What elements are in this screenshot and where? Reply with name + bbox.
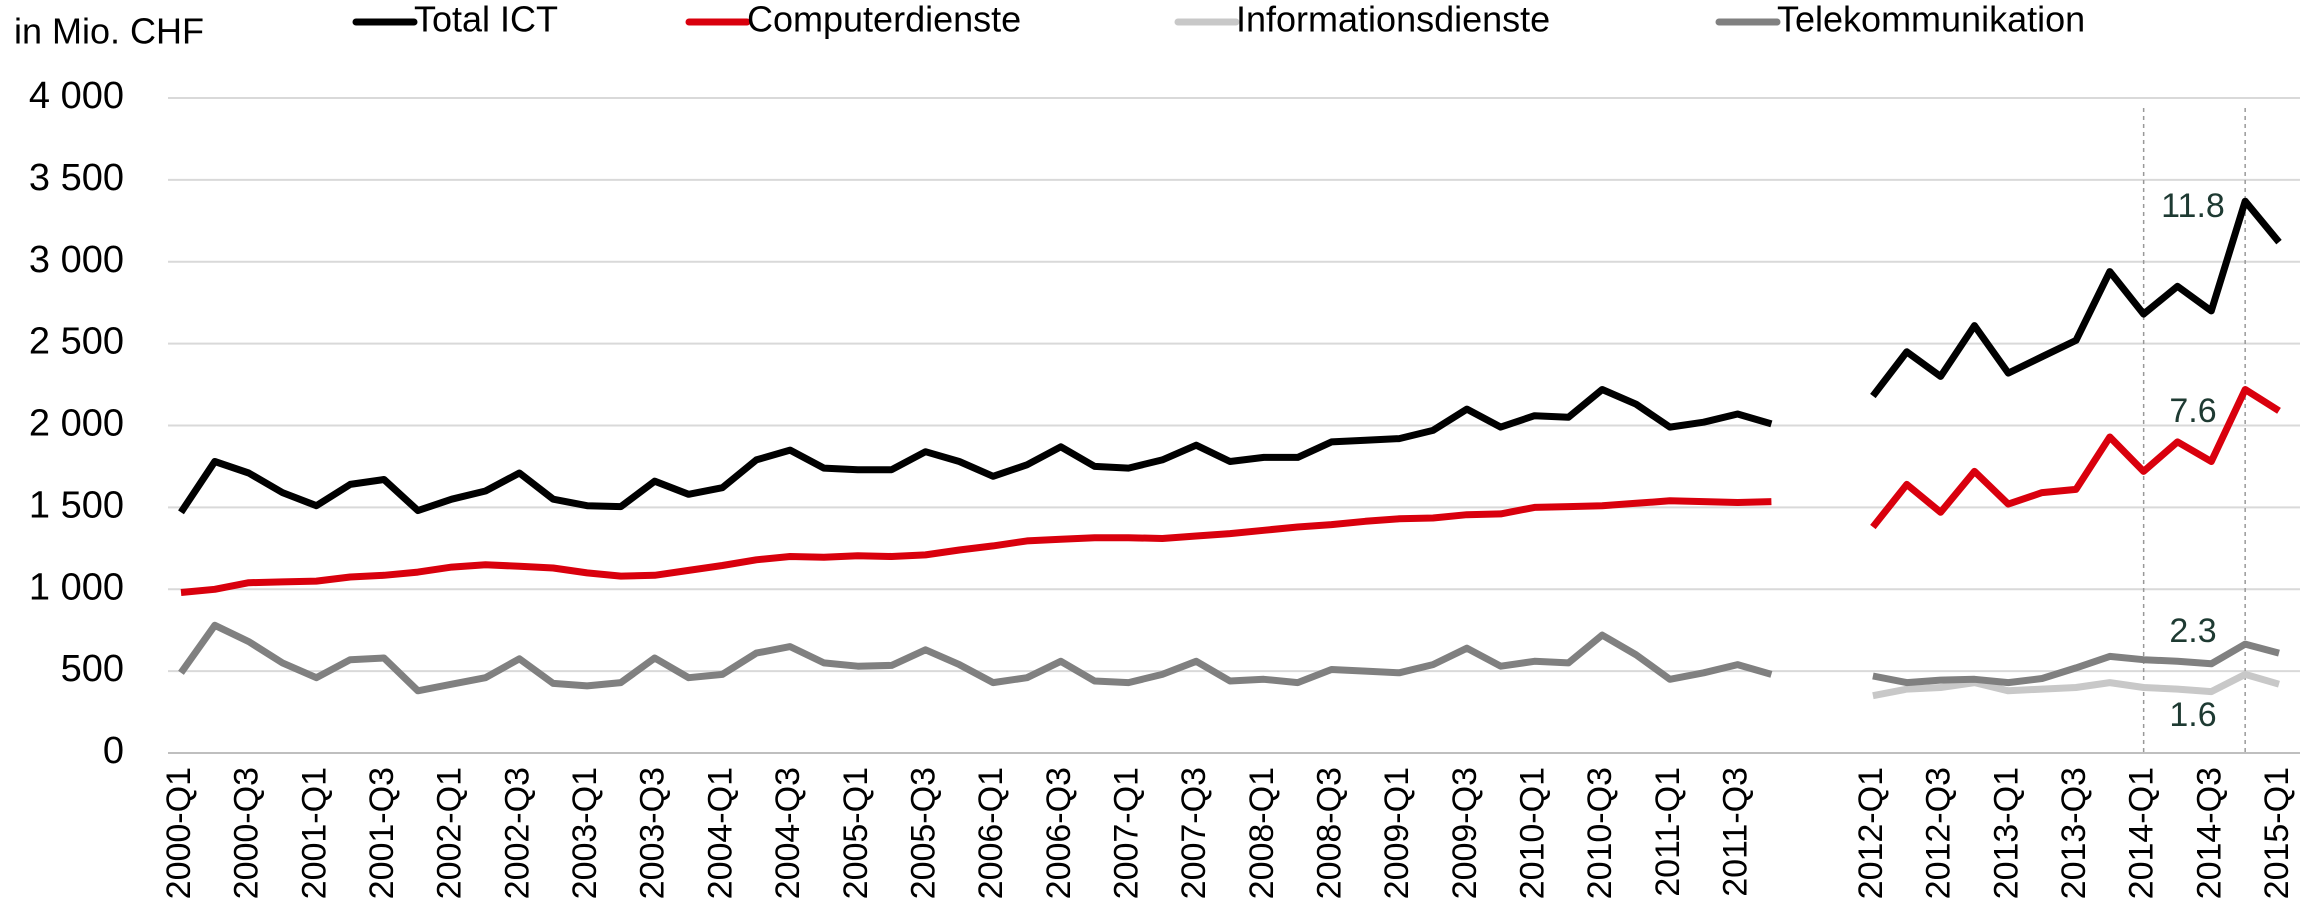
x-tick-label: 2002-Q1: [431, 767, 469, 899]
x-tick-label: 2013-Q3: [2055, 767, 2093, 899]
x-tick-label: 2014-Q3: [2190, 767, 2228, 899]
x-tick-label: 2006-Q1: [972, 767, 1010, 899]
x-tick-label: 2013-Q1: [1987, 767, 2025, 899]
y-tick-label: 1 000: [29, 566, 124, 608]
x-tick-label: 2010-Q3: [1581, 767, 1619, 899]
x-tick-label: 2011-Q1: [1649, 767, 1687, 897]
x-tick-label: 2006-Q3: [1040, 767, 1078, 899]
x-tick-label: 2000-Q3: [228, 767, 266, 899]
y-tick-label: 1 500: [29, 484, 124, 526]
legend-label: Telekommunikation: [1777, 0, 2085, 40]
annotation: 11.8: [2161, 187, 2225, 225]
series-line: [178, 197, 2282, 515]
x-tick-label: 2005-Q3: [904, 767, 942, 899]
legend-label: Computerdienste: [747, 0, 1021, 40]
x-tick-label: 2009-Q3: [1446, 767, 1484, 899]
x-tick-label: 2002-Q3: [498, 767, 536, 899]
series-line: [1872, 670, 2280, 700]
x-tick-label: 2007-Q3: [1175, 767, 1213, 899]
x-tick-label: 2011-Q3: [1717, 767, 1755, 897]
y-tick-label: 500: [61, 648, 124, 690]
x-tick-label: 2012-Q1: [1852, 767, 1890, 899]
series-line: [178, 621, 2280, 695]
annotation: 2.3: [2169, 612, 2216, 650]
y-axis-label: in Mio. CHF: [14, 11, 204, 52]
x-tick-label: 2005-Q1: [837, 767, 875, 899]
x-tick-label: 2003-Q1: [566, 767, 604, 899]
x-tick-label: 2008-Q3: [1311, 767, 1349, 899]
x-tick-label: 2008-Q1: [1243, 767, 1281, 899]
x-tick-label: 2015-Q1: [2258, 767, 2296, 899]
x-tick-label: 2009-Q1: [1378, 767, 1416, 899]
x-tick-label: 2004-Q3: [769, 767, 807, 899]
x-tick-label: 2003-Q3: [634, 767, 672, 899]
series-line: [180, 386, 2281, 596]
y-tick-label: 3 500: [29, 157, 124, 199]
x-tick-label: 2007-Q1: [1107, 767, 1145, 899]
x-tick-label: 2004-Q1: [701, 767, 739, 899]
y-tick-label: 3 000: [29, 239, 124, 281]
annotation: 1.6: [2169, 696, 2216, 734]
y-tick-label: 4 000: [29, 75, 124, 117]
y-tick-label: 2 000: [29, 403, 124, 445]
x-tick-label: 2001-Q1: [295, 767, 333, 899]
x-tick-label: 2010-Q1: [1514, 767, 1552, 899]
legend-label: Informationsdienste: [1236, 0, 1550, 40]
legend-label: Total ICT: [414, 0, 558, 40]
annotation: 7.6: [2169, 392, 2216, 430]
x-tick-label: 2012-Q3: [1920, 767, 1958, 899]
x-tick-label: 2014-Q1: [2123, 767, 2161, 899]
y-tick-label: 0: [103, 730, 124, 772]
x-tick-label: 2001-Q3: [363, 767, 401, 899]
x-tick-label: 2000-Q1: [160, 767, 198, 899]
y-tick-label: 2 500: [29, 321, 124, 363]
